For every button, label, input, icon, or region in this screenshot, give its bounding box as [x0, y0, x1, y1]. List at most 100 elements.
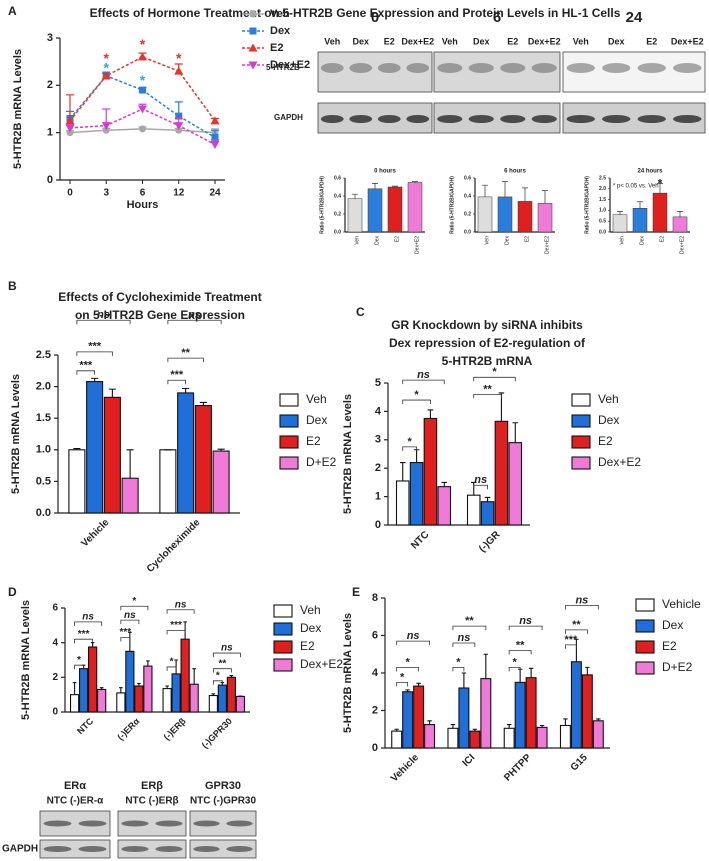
bar [612, 214, 628, 233]
blot-band [377, 115, 401, 123]
x-tick-label: E2 [524, 236, 530, 242]
legend-label: Dex+E2 [598, 455, 641, 469]
significance-bracket [212, 668, 232, 673]
error-bar [484, 496, 491, 502]
bar [194, 405, 212, 514]
bar [189, 683, 199, 713]
legend-label: Dex [300, 621, 321, 635]
blot-band [155, 820, 183, 827]
significance-bracket [473, 393, 502, 399]
error-bar [441, 481, 448, 487]
y-axis-label: 5-HTR2B mRNA Levels [10, 374, 22, 494]
row-label: GAPDH [274, 113, 303, 122]
bar [570, 661, 582, 749]
legend-label: Dex [598, 413, 619, 427]
data-point [175, 126, 183, 134]
data-point [66, 129, 74, 137]
error-bar [472, 728, 478, 732]
legend-label: Veh [300, 603, 321, 617]
bar [672, 216, 688, 233]
y-tick-label: 6 [372, 629, 378, 641]
legend-swatch [273, 622, 293, 636]
annotation: * [176, 50, 182, 66]
bar [592, 720, 604, 749]
significance-label: * [400, 671, 405, 683]
target-label: ERβ [141, 780, 163, 792]
significance-label: *** [88, 341, 102, 353]
significance-bracket [396, 666, 420, 672]
error-bar [126, 449, 134, 479]
bar [413, 685, 425, 749]
bar [480, 501, 495, 526]
error-bar [217, 448, 225, 452]
x-tick-label: (-)ERβ [162, 716, 189, 743]
error-bar [73, 447, 81, 450]
significance-label: * [170, 657, 174, 668]
blot-band [602, 63, 631, 73]
significance-bracket [396, 681, 409, 687]
chart-title: Effects of Cycloheximide Treatment [58, 290, 261, 304]
blot-band [531, 63, 557, 73]
bar [103, 396, 121, 514]
data-point [139, 125, 146, 133]
y-tick-label: 0.2 [464, 211, 471, 217]
error-bar [585, 666, 590, 675]
significance-label: ns [124, 610, 136, 621]
significance-bracket [473, 376, 516, 382]
bar [525, 677, 537, 749]
lane-label: E2 [384, 36, 395, 46]
y-tick-label: 1 [375, 491, 381, 503]
y-tick-label: 0.5 [36, 475, 51, 487]
bar [97, 688, 107, 713]
significance-bracket [565, 605, 599, 610]
y-tick-label: 0 [375, 519, 381, 531]
error-bar [637, 201, 643, 209]
significance-bracket [402, 379, 445, 385]
error-bar [506, 724, 512, 729]
bar [514, 681, 526, 749]
significance-label: * [414, 389, 419, 401]
bar [497, 196, 513, 233]
significance-label: ns [82, 612, 94, 623]
y-tick-label: 1.0 [36, 444, 51, 456]
error-bar [137, 682, 141, 686]
blot-band [637, 63, 666, 73]
y-tick-label: 1.5 [36, 412, 51, 424]
legend-marker [248, 43, 258, 52]
time-label: 24 [626, 9, 643, 26]
y-tick-label: 0 [52, 707, 58, 718]
error-bar [563, 718, 568, 726]
x-tick-label: Veh [484, 236, 490, 245]
blot-band [437, 63, 463, 73]
data-point [174, 122, 184, 131]
panel-label: E [352, 585, 360, 599]
significance-bracket [402, 446, 417, 451]
y-tick-label: 4 [375, 405, 382, 417]
y-tick-label: 2 [372, 704, 378, 716]
blot [189, 839, 257, 859]
significance-bracket [565, 629, 588, 634]
blot-band [500, 63, 526, 73]
significance-bracket [565, 644, 577, 649]
error-bar [617, 211, 623, 215]
significance-bracket [452, 625, 487, 631]
x-tick-label: Vehicle [79, 517, 111, 549]
blot-band [500, 115, 526, 123]
error-bar [119, 687, 123, 693]
error-bar [165, 685, 169, 689]
significance-bracket [166, 666, 177, 671]
bar [121, 477, 139, 514]
bar [652, 192, 668, 233]
error-bar [483, 653, 489, 679]
legend-swatch [635, 598, 655, 612]
chart-title: 24 hours [637, 169, 663, 175]
lane-label: NTC (-)GPR30 [190, 796, 257, 807]
data-point [210, 141, 220, 149]
y-tick-label: 0.0 [36, 507, 51, 519]
y-tick-label: 4 [52, 637, 58, 648]
chart-title: 5-HTR2B mRNA [442, 354, 533, 368]
blot [39, 839, 111, 859]
significance-bracket [166, 630, 186, 635]
blot-band [637, 115, 666, 123]
lane-label: Dex [473, 36, 490, 46]
